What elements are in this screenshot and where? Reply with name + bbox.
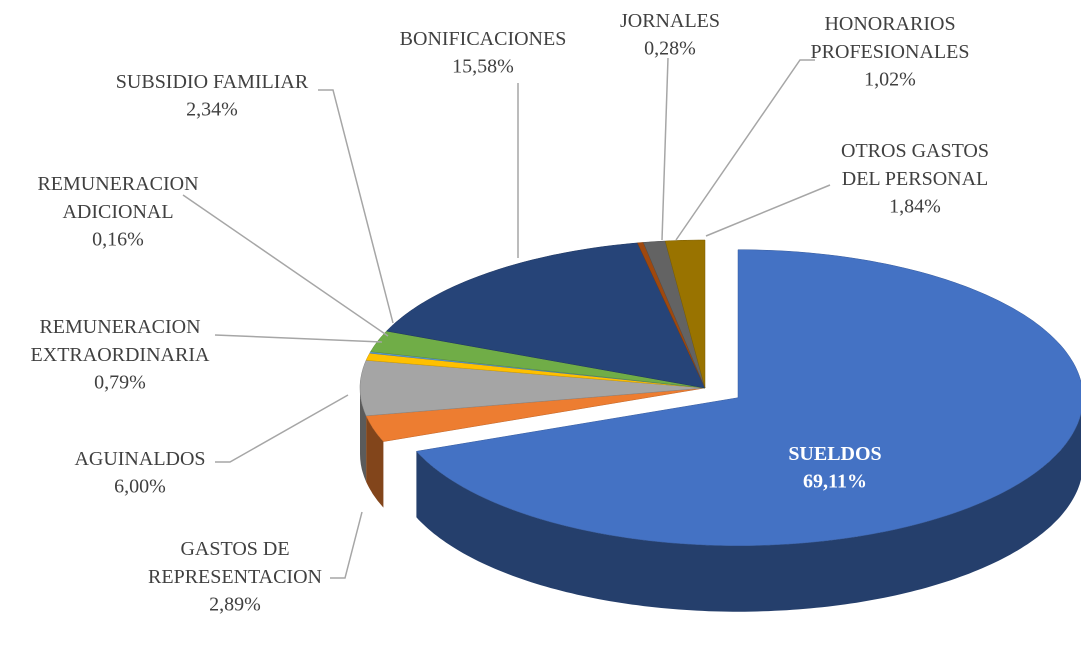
category-label: REMUNERACION ADICIONAL [37,173,198,223]
label-line: JORNALES [620,10,720,32]
label-line: EXTRAORDINARIA [31,344,210,366]
category-label: REMUNERACION EXTRAORDINARIA [31,316,210,366]
label-line: HONORARIOS [824,13,955,35]
label-line: AGUINALDOS [74,448,205,470]
leader-line [661,57,669,241]
slice-side [366,415,384,508]
label-line: DEL PERSONAL [842,168,988,190]
category-label: GASTOS DE REPRESENTACION [148,538,322,588]
value-label: 1,84% [889,196,941,218]
label-line: OTROS GASTOS [841,140,989,162]
leader-line [215,394,349,463]
slice-side [360,388,367,482]
leader-line [214,334,383,343]
value-label: 0,79% [94,372,146,394]
value-label: 0,28% [644,38,696,60]
category-label: SUELDOS [788,443,881,465]
leader-line [182,194,389,337]
category-label: JORNALES [620,10,720,32]
value-label: 6,00% [114,476,166,498]
slice [664,239,706,389]
slice [365,387,706,442]
label-line: PROFESIONALES [811,41,970,63]
category-label: AGUINALDOS [74,448,205,470]
value-label: 0,16% [92,229,144,251]
slice [385,242,706,389]
value-label: 1,02% [864,69,916,91]
value-label: 15,58% [452,56,514,78]
slice [359,360,706,417]
slice [415,249,1081,546]
label-line: REPRESENTACION [148,566,322,588]
leader-line [675,59,815,241]
value-label: 69,11% [803,471,867,493]
label-line: REMUNERACION [37,173,198,195]
category-label: BONIFICACIONES [400,28,567,50]
value-label: 2,89% [209,594,261,616]
value-label: 2,34% [186,99,238,121]
label-line: BONIFICACIONES [400,28,567,50]
label-line: REMUNERACION [39,316,200,338]
category-label: SUBSIDIO FAMILIAR [116,71,309,93]
category-label: HONORARIOS PROFESIONALES [811,13,970,63]
leader-line [318,89,394,324]
label-line: ADICIONAL [62,201,173,223]
label-line: GASTOS DE [180,538,289,560]
label-line: SUBSIDIO FAMILIAR [116,71,309,93]
category-label: OTROS GASTOS DEL PERSONAL [841,140,989,190]
leader-line [330,511,363,579]
label-line: SUELDOS [788,443,881,465]
leader-line [705,184,831,237]
slice-side [416,413,1081,612]
